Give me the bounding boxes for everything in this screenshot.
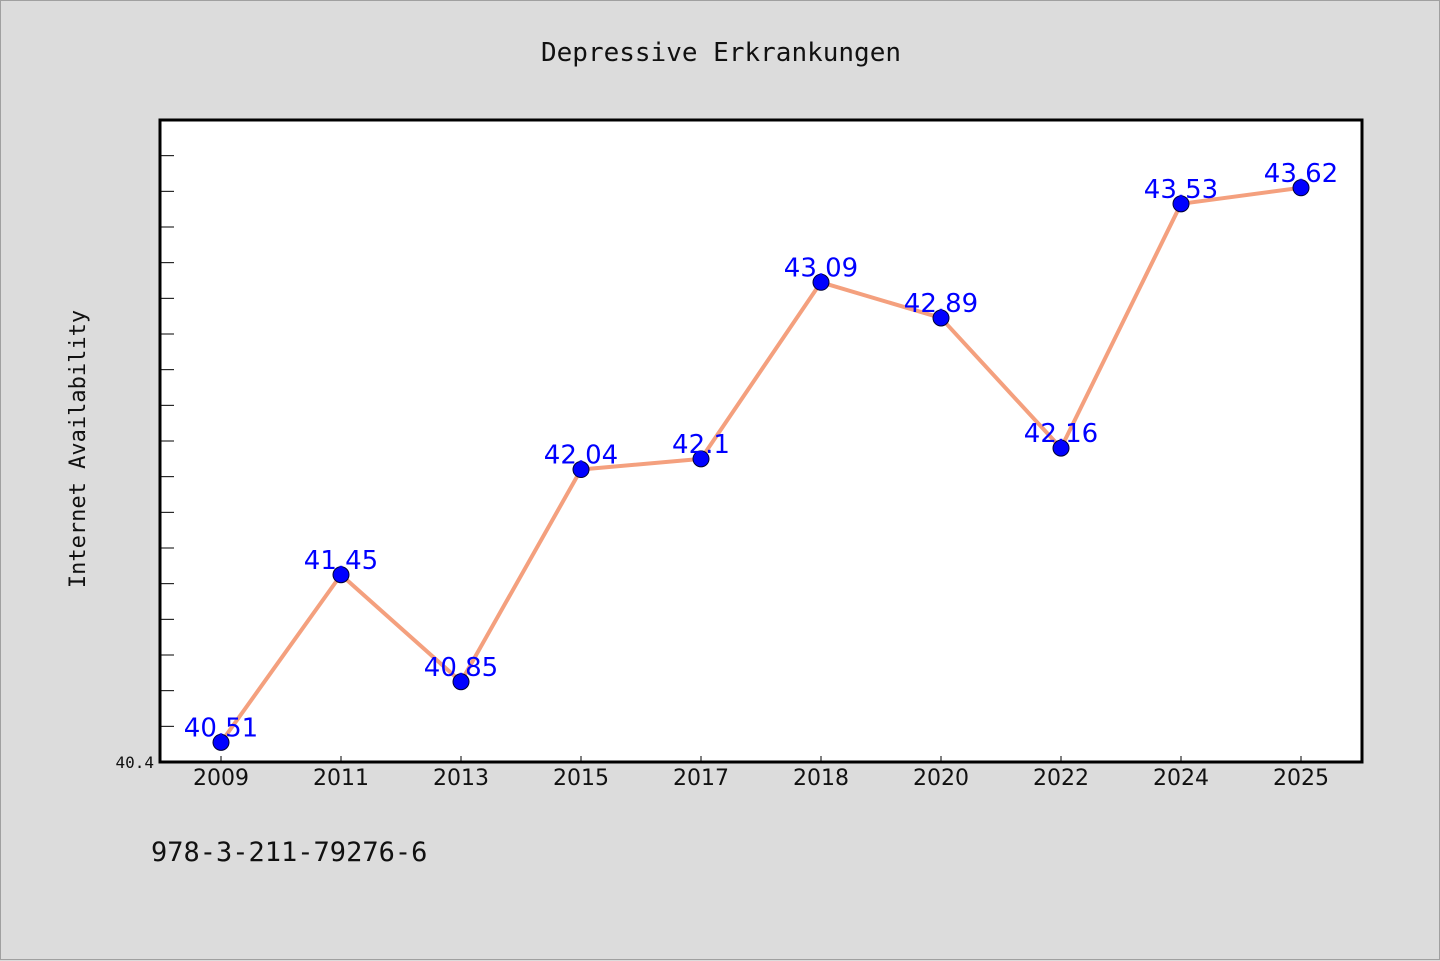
y-axis-label: Internet Availability [66,310,91,588]
data-point [572,461,590,479]
data-label: 42.04 [544,441,618,471]
x-axis-ticks: 2009 2011 2013 2015 2017 2018 2020 2022 2024 2025 [193,756,1329,791]
data-label: 40.85 [424,653,498,683]
x-tick-label: 2017 [673,766,729,791]
data-point [932,309,950,327]
x-tick-label: 2015 [553,766,609,791]
data-label: 42.16 [1024,419,1098,449]
plot-area [158,118,1364,764]
data-label-group: 40.51 41.45 40.85 42.04 42.1 43.09 42.89 42.16 4… [184,159,1338,744]
data-point [1052,439,1070,457]
x-tick-label: 2022 [1033,766,1089,791]
data-label: 42.1 [672,430,730,460]
y-axis-ticks: 40.4 [115,155,174,772]
y-tick-label: 40.4 [115,753,154,772]
data-point [1172,195,1190,213]
x-tick-label: 2025 [1273,766,1329,791]
chart-title: Depressive Erkrankungen [541,38,901,68]
data-label: 42.89 [904,289,978,319]
x-tick-label: 2024 [1153,766,1209,791]
x-tick-label: 2018 [793,766,849,791]
data-label: 43.53 [1144,175,1218,205]
x-tick-label: 2009 [193,766,249,791]
data-point [692,450,710,468]
isbn-text: 978-3-211-79276-6 [151,837,428,868]
data-point [332,566,350,584]
data-point [452,673,470,691]
series-line-group [212,179,1310,751]
data-label: 43.09 [784,253,858,283]
data-point [1292,179,1310,197]
data-label: 41.45 [304,546,378,576]
data-point [212,733,230,751]
data-point [812,273,830,291]
series-line [219,185,1303,745]
x-tick-label: 2013 [433,766,489,791]
x-tick-label: 2020 [913,766,969,791]
x-tick-label: 2011 [313,766,369,791]
data-label: 43.62 [1264,159,1338,189]
data-label: 40.51 [184,713,258,743]
